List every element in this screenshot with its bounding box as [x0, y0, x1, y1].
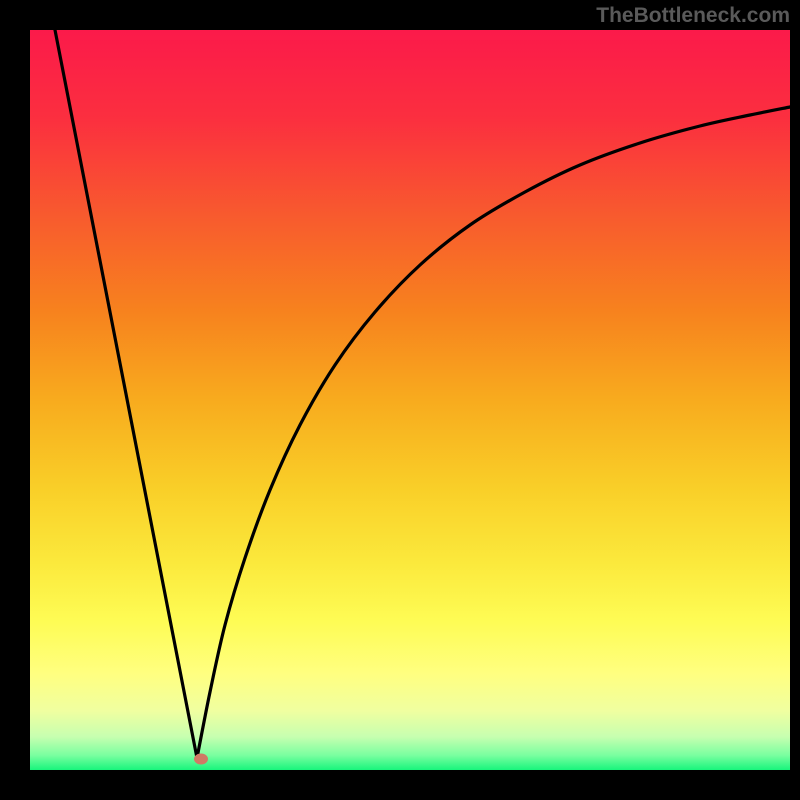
- chart-container: TheBottleneck.com: [0, 0, 800, 800]
- plot-background: [30, 30, 790, 770]
- chart-svg: [0, 0, 800, 800]
- min-marker-dot: [194, 754, 208, 765]
